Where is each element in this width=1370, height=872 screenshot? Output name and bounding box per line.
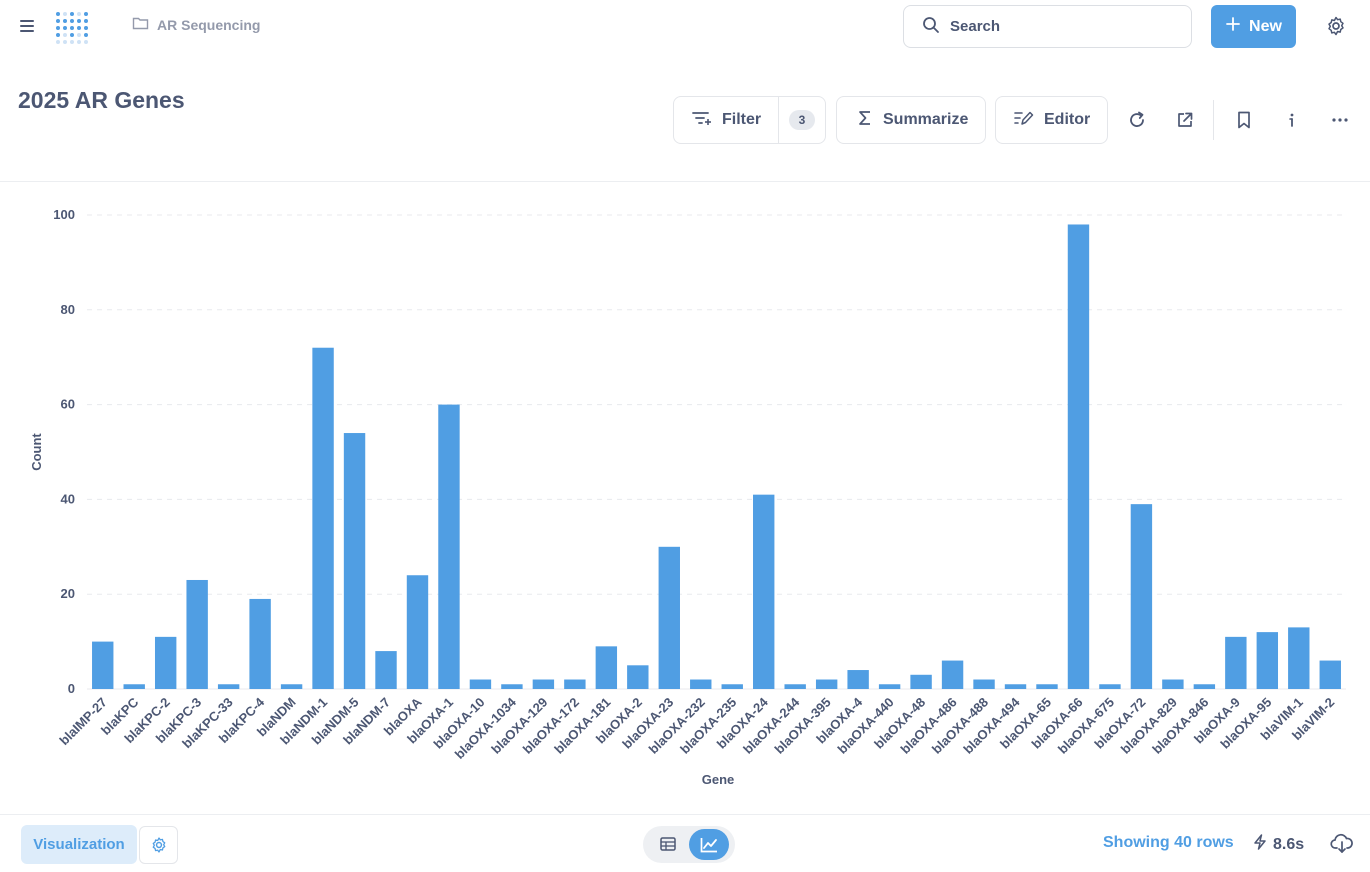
- bar-blaOXA-440[interactable]: [878, 684, 901, 689]
- bar-blaOXA-129[interactable]: [532, 679, 555, 689]
- question-title[interactable]: 2025 AR Genes: [18, 87, 185, 113]
- bar-blaOXA-829[interactable]: [1162, 679, 1184, 689]
- bar-blaNDM-7[interactable]: [375, 651, 397, 689]
- bar-blaOXA-4[interactable]: [847, 670, 869, 689]
- summarize-label: Summarize: [883, 111, 969, 128]
- bar-blaKPC-4[interactable]: [249, 598, 271, 689]
- y-tick-label: 20: [61, 586, 75, 601]
- bar-blaOXA-95[interactable]: [1256, 632, 1279, 689]
- x-axis-label: Gene: [702, 772, 735, 787]
- new-button[interactable]: New: [1211, 5, 1296, 48]
- view-toggle: [643, 826, 735, 863]
- bar-blaOXA-48[interactable]: [910, 674, 932, 689]
- y-axis-label: Count: [29, 433, 44, 471]
- bar-blaOXA-846[interactable]: [1193, 684, 1216, 689]
- bar-blaVIM-2[interactable]: [1319, 660, 1341, 689]
- open-external-icon[interactable]: [1173, 108, 1197, 132]
- folder-icon: [132, 16, 149, 33]
- filter-count-badge[interactable]: 3: [789, 110, 815, 130]
- table-view-icon[interactable]: [657, 834, 679, 854]
- bar-blaOXA-9[interactable]: [1225, 636, 1247, 689]
- bar-blaOXA-24[interactable]: [753, 494, 775, 689]
- bar-blaIMP-27[interactable]: [92, 641, 114, 689]
- divider: [778, 97, 779, 143]
- bar-blaOXA-488[interactable]: [973, 679, 995, 689]
- bar-blaOXA-172[interactable]: [564, 679, 586, 689]
- bar-blaOXA-675[interactable]: [1099, 684, 1121, 689]
- search-label: Search: [950, 18, 1001, 35]
- bar-blaOXA-235[interactable]: [721, 684, 743, 689]
- bar-blaOXA-72[interactable]: [1130, 504, 1153, 689]
- divider: [0, 181, 1370, 182]
- refresh-icon[interactable]: [1125, 108, 1149, 132]
- filter-label: Filter: [722, 111, 762, 128]
- bar-blaOXA-66[interactable]: [1067, 224, 1090, 690]
- bar-blaKPC-3[interactable]: [186, 579, 208, 689]
- y-tick-label: 100: [53, 207, 75, 222]
- bar-chart: 0 20 40 60 80 100 blaIMP-27blaKPCblaKPC-2blaK…: [29, 207, 1346, 787]
- new-button-label: New: [1249, 17, 1282, 35]
- bar-blaOXA-244[interactable]: [784, 684, 806, 689]
- bar-blaOXA-10[interactable]: [469, 679, 492, 689]
- bar-blaOXA[interactable]: [406, 575, 429, 689]
- filter-icon: [692, 110, 712, 131]
- filter-button[interactable]: Filter 3: [673, 96, 826, 144]
- bar-blaKPC[interactable]: [123, 684, 145, 689]
- chart-view-icon[interactable]: [689, 829, 729, 860]
- bar-blaOXA-23[interactable]: [658, 546, 680, 689]
- y-tick-label: 0: [68, 681, 75, 696]
- timing-value: 8.6s: [1273, 835, 1305, 853]
- breadcrumb-collection-label: AR Sequencing: [157, 16, 261, 33]
- metabase-logo-icon[interactable]: [54, 10, 90, 46]
- search-input[interactable]: Search: [903, 5, 1192, 48]
- bar-blaOXA-1034[interactable]: [501, 684, 523, 689]
- visualization-button[interactable]: Visualization: [21, 825, 137, 864]
- bar-blaOXA-395[interactable]: [815, 679, 838, 689]
- settings-gear-icon[interactable]: [1325, 15, 1347, 37]
- y-axis-ticks: 0 20 40 60 80 100: [53, 207, 75, 696]
- more-options-icon[interactable]: [1328, 108, 1352, 132]
- bar-blaOXA-1[interactable]: [438, 404, 460, 689]
- bar-blaKPC-2[interactable]: [154, 636, 177, 689]
- download-icon[interactable]: [1330, 832, 1354, 856]
- bar-blaNDM-1[interactable]: [312, 347, 334, 689]
- notebook-edit-icon: [1014, 109, 1034, 132]
- chart-bars: [92, 224, 1341, 690]
- bar-blaOXA-65[interactable]: [1036, 684, 1058, 689]
- x-axis-ticks: blaIMP-27blaKPCblaKPC-2blaKPC-3blaKPC-33…: [56, 694, 1337, 762]
- divider: [0, 814, 1370, 815]
- divider: [1213, 100, 1214, 140]
- sigma-icon: [857, 110, 873, 131]
- bar-blaKPC-33[interactable]: [217, 684, 240, 689]
- bookmark-icon[interactable]: [1232, 108, 1256, 132]
- info-icon[interactable]: [1280, 108, 1304, 132]
- menu-icon[interactable]: [18, 17, 38, 35]
- editor-label: Editor: [1044, 111, 1091, 128]
- bar-blaOXA-494[interactable]: [1004, 684, 1027, 689]
- bar-blaVIM-1[interactable]: [1288, 627, 1310, 689]
- bar-blaOXA-2[interactable]: [627, 665, 649, 689]
- top-bar: AR Sequencing Search New: [0, 0, 1370, 52]
- query-timing: 8.6s: [1253, 834, 1304, 855]
- bar-blaOXA-181[interactable]: [595, 646, 618, 689]
- bolt-icon: [1253, 834, 1267, 855]
- x-tick-label: blaIMP-27: [56, 695, 110, 749]
- y-tick-label: 80: [61, 302, 75, 317]
- search-icon: [922, 16, 940, 38]
- y-tick-label: 40: [61, 491, 75, 506]
- row-count-label[interactable]: Showing 40 rows: [1103, 834, 1234, 851]
- y-tick-label: 60: [61, 397, 75, 412]
- breadcrumb[interactable]: AR Sequencing: [132, 16, 260, 33]
- bar-blaOXA-486[interactable]: [941, 660, 964, 689]
- plus-icon: [1225, 16, 1241, 37]
- bar-blaNDM[interactable]: [280, 684, 303, 689]
- summarize-button[interactable]: Summarize: [836, 96, 986, 144]
- visualization-settings-gear-icon[interactable]: [139, 826, 178, 864]
- chart-gridlines: [87, 214, 1346, 690]
- bar-blaOXA-232[interactable]: [690, 679, 712, 689]
- editor-button[interactable]: Editor: [995, 96, 1108, 144]
- bar-blaNDM-5[interactable]: [343, 433, 366, 689]
